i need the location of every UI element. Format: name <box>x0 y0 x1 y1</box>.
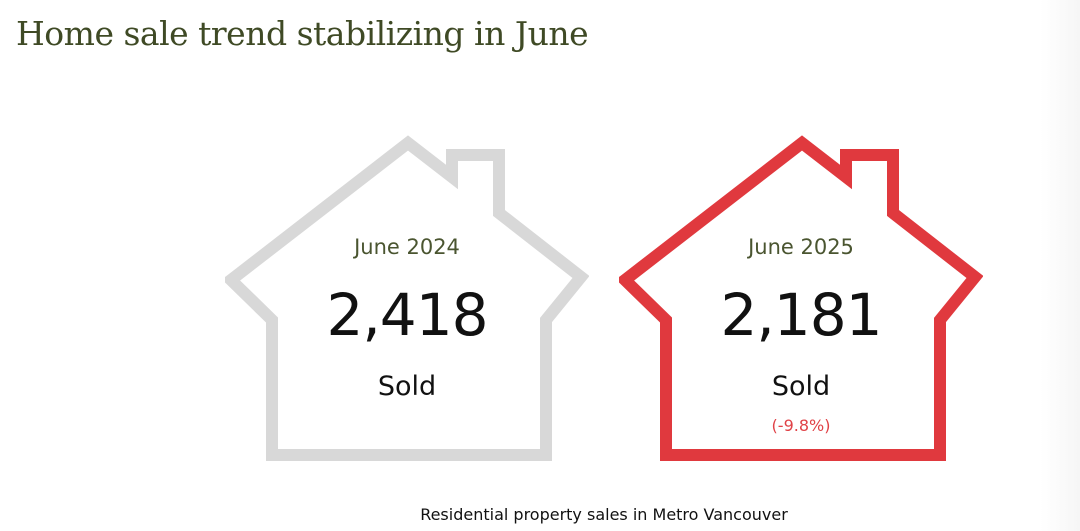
house-outline-2024 <box>225 135 589 461</box>
sales-count-2024: 2,418 <box>326 281 488 349</box>
house-outline-icon-2024 <box>225 135 589 461</box>
house-outline-icon-2025 <box>619 135 983 461</box>
page-edge-shadow <box>1040 0 1080 531</box>
period-label-2025: June 2025 <box>748 235 854 259</box>
period-label-2024: June 2024 <box>354 235 460 259</box>
sales-unit-2024: Sold <box>377 371 437 402</box>
sales-count-2025: 2,181 <box>720 281 882 349</box>
house-card-june-2025: June 2025 2,181 Sold (-9.8%) <box>619 135 983 463</box>
sales-change-2025: (-9.8%) <box>771 416 831 435</box>
sales-unit-2025: Sold <box>771 371 831 402</box>
chart-caption: Residential property sales in Metro Vanc… <box>420 505 788 524</box>
chart-title: Home sale trend stabilizing in June <box>16 14 589 53</box>
house-card-june-2024: June 2024 2,418 Sold <box>225 135 589 463</box>
house-outline-2025 <box>619 135 983 461</box>
